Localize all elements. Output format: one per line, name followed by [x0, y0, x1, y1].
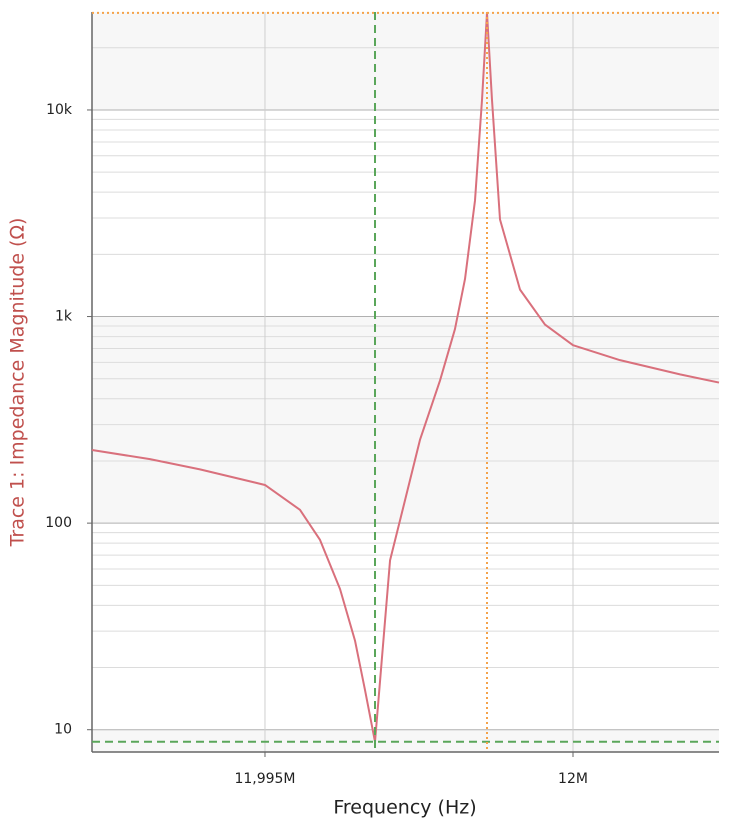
y-tick-label: 100 — [45, 515, 72, 531]
x-tick-label: 12M — [558, 771, 588, 787]
y-axis-title: Trace 1: Impedance Magnitude (Ω) — [7, 218, 29, 548]
y-tick-label: 1k — [55, 309, 73, 325]
trace-line — [91, 11, 720, 743]
grid-band — [92, 316, 719, 524]
grid-band — [92, 12, 719, 110]
x-tick-label: 11,995M — [234, 771, 295, 787]
y-tick-label: 10k — [46, 102, 73, 118]
x-axis-title: Frequency (Hz) — [333, 797, 476, 819]
y-tick-label: 10 — [54, 722, 72, 738]
plot-background — [92, 12, 719, 752]
